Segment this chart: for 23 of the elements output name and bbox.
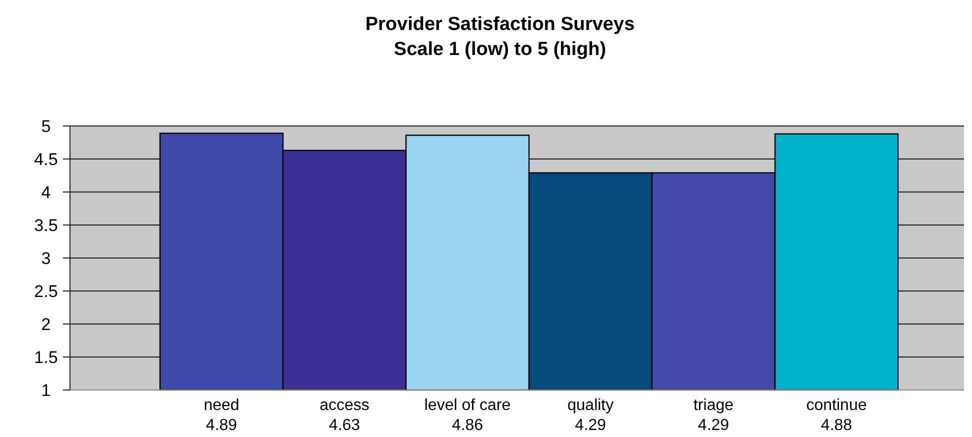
x-tick-label: continue: [806, 397, 867, 414]
x-tick-label: triage: [693, 397, 734, 414]
chart-subtitle: Scale 1 (low) to 5 (high): [394, 39, 606, 60]
data-label: 4.86: [452, 417, 484, 434]
y-tick-label: 5: [41, 116, 51, 136]
x-tick-label: need: [204, 397, 240, 414]
y-tick-label: 3: [41, 248, 51, 268]
x-tick-label: quality: [567, 397, 614, 414]
x-tick-label: access: [320, 397, 370, 414]
y-tick-label: 1: [41, 380, 51, 400]
y-tick-label: 4.5: [34, 150, 58, 169]
x-tick-label: level of care: [424, 397, 511, 414]
y-tick-label: 2: [41, 314, 51, 334]
y-tick-label: 4: [41, 182, 51, 202]
data-label: 4.29: [698, 417, 730, 434]
data-label: 4.89: [206, 417, 238, 434]
data-label: 4.29: [574, 417, 606, 434]
data-label: 4.88: [820, 417, 852, 434]
y-tick-label: 2.5: [34, 282, 58, 301]
y-tick-label: 3.5: [34, 216, 58, 235]
data-label: 4.63: [328, 417, 360, 434]
chart-title: Provider Satisfaction Surveys: [365, 14, 635, 35]
y-tick-label: 1.5: [34, 348, 58, 367]
